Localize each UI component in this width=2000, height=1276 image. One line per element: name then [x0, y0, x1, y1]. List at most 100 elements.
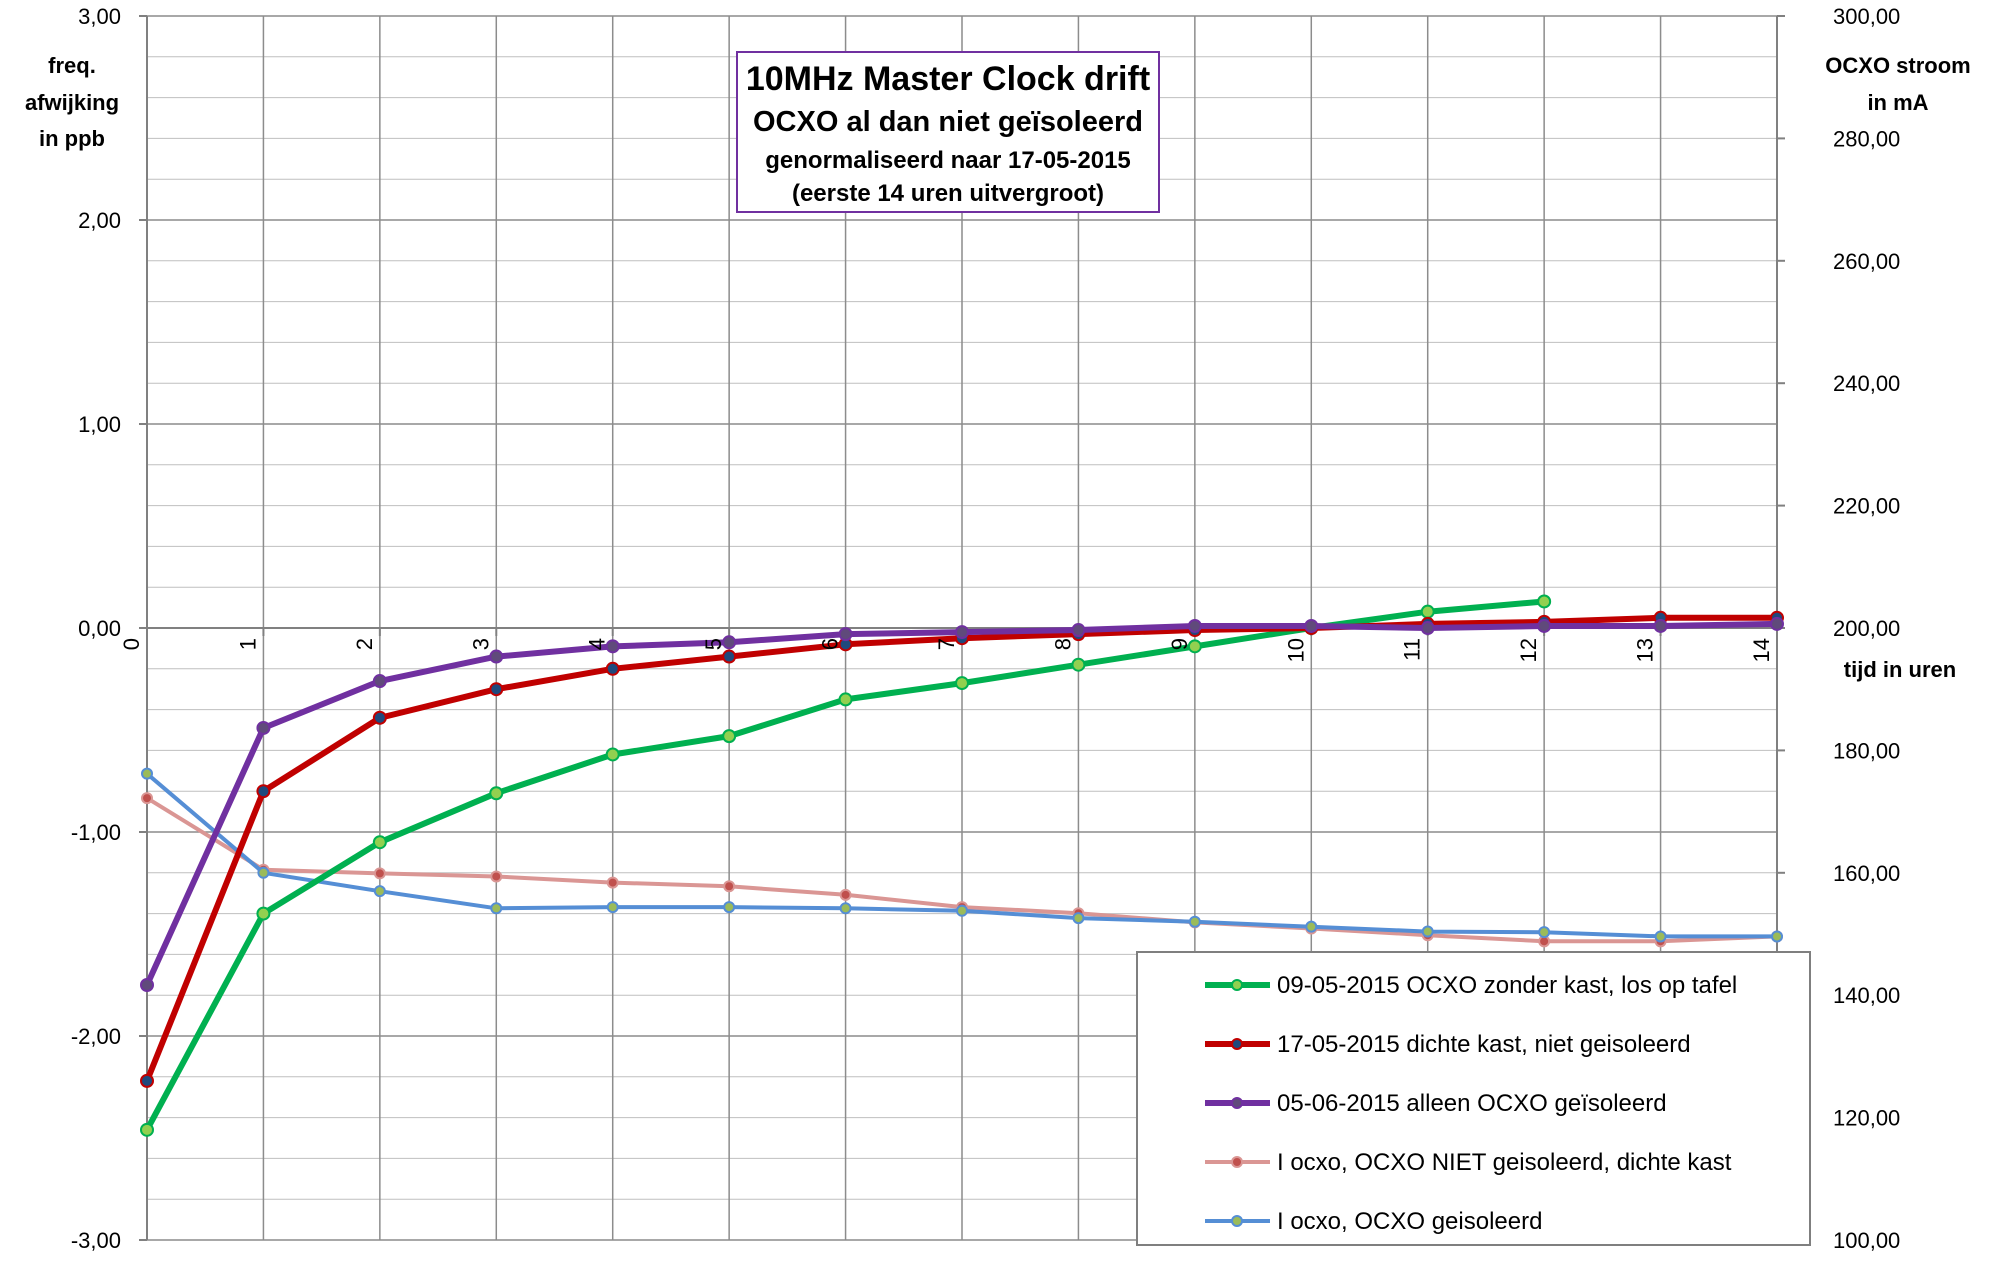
- data-point: [839, 888, 852, 901]
- x-tick-label: 10: [1283, 638, 1308, 662]
- chart-title-line-3: genormaliseerd naar 17-05-2015: [765, 147, 1131, 174]
- y2-tick-label: 200,00: [1833, 616, 1900, 641]
- series-layer: [140, 594, 1784, 1137]
- data-point: [141, 792, 153, 805]
- x-tick-label: 5: [701, 638, 726, 650]
- data-point: [140, 1122, 154, 1137]
- data-point: [1188, 915, 1201, 928]
- data-point: [1420, 604, 1435, 619]
- x-tick-labels: 0 1 2 3 4 5 6 7 8 9 10 11 12 13 14: [119, 638, 1774, 662]
- data-point: [1421, 925, 1434, 938]
- x-tick-label: 1: [235, 638, 260, 650]
- data-point: [140, 1073, 154, 1088]
- data-point: [838, 692, 853, 707]
- data-point: [1305, 920, 1318, 933]
- data-point: [1187, 618, 1202, 633]
- y2-tick-label: 140,00: [1833, 983, 1900, 1008]
- x-tick-label: 14: [1749, 638, 1774, 662]
- data-point: [489, 786, 504, 801]
- data-point: [606, 901, 619, 914]
- data-point: [722, 649, 737, 664]
- x-tick-label: 11: [1400, 638, 1425, 661]
- series-3: [140, 616, 1784, 992]
- y-tick-labels: 3,00 2,00 1,00 0,00 -1,00 -2,00 -3,00: [71, 4, 121, 1253]
- data-point: [1537, 594, 1552, 609]
- chart-title-frame: [736, 51, 1160, 213]
- data-point: [1187, 639, 1202, 654]
- y-axis-title-line-2: afwijking: [25, 90, 119, 115]
- chart-title-line-4: (eerste 14 uren uitvergroot): [792, 180, 1104, 207]
- chart-title-box: 10MHz Master Clock drift OCXO al dan nie…: [736, 51, 1160, 213]
- data-point: [955, 625, 969, 640]
- y-tick-label: 2,00: [78, 208, 121, 233]
- data-point: [722, 729, 737, 744]
- y2-tick-label: 120,00: [1833, 1106, 1900, 1131]
- data-point: [256, 784, 271, 799]
- data-point: [373, 867, 386, 880]
- data-point: [490, 902, 503, 915]
- x-tick-label: 6: [818, 638, 843, 650]
- data-point: [489, 649, 504, 664]
- x-tick-label: 0: [119, 638, 144, 650]
- y2-axis-title: OCXO stroom in mA: [1825, 53, 1970, 115]
- y2-axis-title-line-2: in mA: [1867, 90, 1928, 115]
- data-point: [1771, 930, 1783, 943]
- data-point: [140, 978, 154, 992]
- chart-title-line-2: OCXO al dan niet geïsoleerd: [753, 106, 1143, 138]
- x-tick-label: 4: [585, 638, 610, 650]
- legend-frame: [1136, 951, 1811, 1246]
- y2-tick-label: 220,00: [1833, 494, 1900, 519]
- data-point: [1071, 623, 1086, 638]
- data-point: [956, 904, 968, 917]
- data-point: [1304, 618, 1319, 633]
- y2-axis-title-line-1: OCXO stroom: [1825, 53, 1970, 78]
- y-tick-label: 0,00: [78, 616, 121, 641]
- y-tick-label: 1,00: [78, 412, 121, 437]
- data-point: [723, 901, 736, 914]
- data-point: [141, 767, 153, 780]
- data-point: [372, 710, 387, 725]
- x-tick-label: 7: [934, 638, 959, 650]
- x-tick-label: 9: [1167, 638, 1192, 650]
- data-point: [838, 627, 853, 642]
- y2-tick-label: 100,00: [1833, 1228, 1900, 1253]
- y2-tick-labels: 300,00 280,00 260,00 240,00 220,00 200,00 180,…: [1833, 4, 1900, 1253]
- data-point: [1653, 618, 1668, 633]
- data-point: [373, 885, 386, 898]
- data-point: [1654, 930, 1667, 943]
- y-tick-label: -1,00: [71, 820, 121, 845]
- legend-label: 05-06-2015 alleen OCXO geïsoleerd: [1277, 1090, 1667, 1117]
- y-axis-title-line-1: freq.: [48, 53, 96, 78]
- data-point: [256, 720, 271, 735]
- data-point: [256, 906, 271, 921]
- data-point: [1072, 912, 1085, 925]
- data-point: [606, 876, 619, 889]
- legend-label: 09-05-2015 OCXO zonder kast, los op tafe…: [1277, 972, 1737, 999]
- data-point: [490, 870, 503, 883]
- data-point: [1071, 657, 1086, 672]
- data-point: [839, 902, 852, 915]
- x-axis-title: tijd in uren: [1844, 657, 1956, 682]
- y2-tick-label: 160,00: [1833, 861, 1900, 886]
- y-tick-label: -3,00: [71, 1228, 121, 1253]
- data-point: [605, 639, 620, 654]
- data-point: [605, 661, 620, 676]
- legend-label: I ocxo, OCXO NIET geisoleerd, dichte kas…: [1277, 1149, 1732, 1176]
- y2-tick-label: 240,00: [1833, 371, 1900, 396]
- x-tick-label: 13: [1633, 638, 1658, 662]
- data-point: [489, 682, 504, 697]
- data-point: [257, 866, 270, 879]
- y-tick-label: 3,00: [78, 4, 121, 29]
- legend-marker: [1231, 1038, 1243, 1050]
- x-tick-label: 3: [468, 638, 493, 650]
- legend: 09-05-2015 OCXO zonder kast, los op tafe…: [1136, 951, 1811, 1246]
- data-point: [372, 674, 387, 689]
- data-point: [1538, 926, 1551, 939]
- y2-tick-label: 300,00: [1833, 4, 1900, 29]
- legend-marker: [1231, 979, 1243, 991]
- data-point: [1420, 621, 1435, 635]
- legend-marker: [1231, 1215, 1243, 1227]
- y2-tick-label: 260,00: [1833, 249, 1900, 274]
- y2-tick-label: 280,00: [1833, 126, 1900, 151]
